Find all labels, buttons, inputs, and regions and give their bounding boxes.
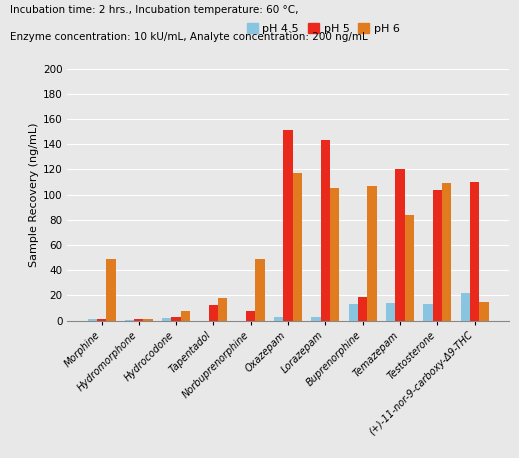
- Bar: [255, 259, 265, 321]
- Bar: [433, 190, 442, 321]
- Bar: [125, 320, 134, 321]
- Bar: [218, 298, 227, 321]
- Bar: [171, 317, 181, 321]
- Bar: [274, 317, 283, 321]
- Text: Incubation time: 2 hrs., Incubation temperature: 60 °C,: Incubation time: 2 hrs., Incubation temp…: [10, 5, 299, 15]
- Bar: [479, 302, 488, 321]
- Bar: [424, 304, 433, 321]
- Bar: [470, 182, 479, 321]
- Bar: [311, 317, 321, 321]
- Bar: [106, 259, 116, 321]
- Bar: [442, 183, 451, 321]
- Bar: [321, 141, 330, 321]
- Legend: pH 4.5, pH 5, pH 6: pH 4.5, pH 5, pH 6: [242, 19, 404, 38]
- Bar: [405, 215, 414, 321]
- Bar: [330, 188, 339, 321]
- Bar: [209, 305, 218, 321]
- Bar: [283, 131, 293, 321]
- Bar: [395, 169, 405, 321]
- Bar: [162, 318, 171, 321]
- Bar: [181, 311, 190, 321]
- Bar: [97, 319, 106, 321]
- Bar: [293, 173, 302, 321]
- Text: Enzyme concentration: 10 kU/mL, Analyte concentration: 200 ng/mL: Enzyme concentration: 10 kU/mL, Analyte …: [10, 32, 368, 42]
- Bar: [386, 303, 395, 321]
- Bar: [460, 293, 470, 321]
- Bar: [88, 319, 97, 321]
- Bar: [358, 297, 367, 321]
- Bar: [134, 319, 143, 321]
- Bar: [349, 304, 358, 321]
- Bar: [143, 319, 153, 321]
- Bar: [246, 311, 255, 321]
- Bar: [367, 186, 377, 321]
- Y-axis label: Sample Recovery (ng/mL): Sample Recovery (ng/mL): [29, 122, 39, 267]
